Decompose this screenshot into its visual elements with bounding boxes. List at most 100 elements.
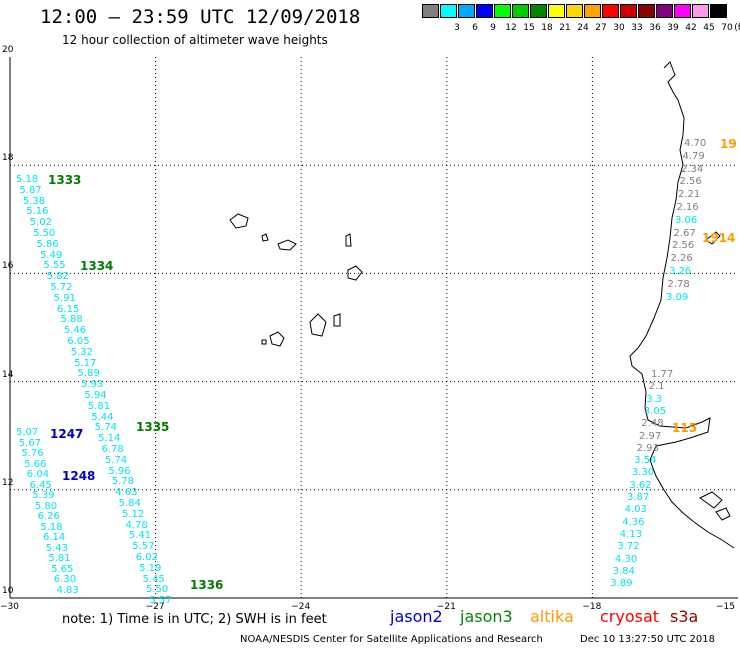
wave-height-value: 5.87 (19, 184, 42, 196)
pass-number-115: 115 (672, 421, 698, 435)
footer-note: note: 1) Time is in UTC; 2) SWH is in fe… (62, 612, 327, 627)
wave-height-value: 3.84 (612, 565, 635, 577)
wave-height-value: 3.30 (631, 467, 655, 479)
cape-verde-islands (229, 213, 363, 347)
x-tick-label: −27 (145, 602, 165, 612)
wave-height-value: 5.76 (21, 448, 44, 459)
wave-height-value: 5.38 (22, 195, 46, 207)
wave-height-value: 2.26 (670, 253, 693, 265)
map-subtitle: 12 hour collection of altimeter wave hei… (62, 33, 328, 47)
wave-height-value: 2.56 (679, 176, 702, 188)
legend-swatch (620, 4, 637, 18)
legend-label: 24 (577, 23, 589, 33)
y-tick-label: 18 (2, 153, 14, 164)
wave-height-value: 6.05 (67, 336, 90, 347)
wave-height-value: 5.50 (145, 584, 169, 596)
legend-label: 12 (505, 23, 517, 33)
wave-height-value: 5.39 (32, 490, 55, 501)
legend-label: 18 (541, 23, 553, 33)
wave-height-value: 4.78 (125, 519, 148, 531)
pass-number-1247: 1247 (50, 427, 84, 441)
wave-height-value: 5.46 (63, 325, 87, 337)
wave-height-value: 5.12 (122, 508, 145, 520)
satellite-jason3: jason3 (460, 607, 513, 626)
wave-height-value: 4.13 (619, 528, 643, 540)
wave-height-value: 5.82 (46, 271, 70, 283)
legend-swatch (602, 4, 619, 18)
wave-height-value: 3.3 (646, 393, 663, 405)
legend-label: 21 (559, 23, 571, 33)
wave-height-value: 6.30 (53, 574, 77, 585)
wave-height-value: 3.06 (675, 214, 698, 226)
wave-height-value: 5.49 (39, 249, 63, 261)
x-tick-label: −30 (0, 602, 19, 612)
satellite-s3a: s3a (670, 607, 699, 626)
satellite-jason2: jason2 (390, 607, 443, 626)
wave-height-value: 2.97 (639, 430, 662, 442)
legend-swatch (710, 4, 727, 18)
wave-height-value: 5.66 (24, 458, 47, 470)
wave-height-value: 3.26 (669, 266, 692, 277)
wave-height-value: 2.93 (636, 442, 659, 454)
legend-label: 42 (685, 23, 697, 33)
y-tick-label: 20 (2, 45, 14, 55)
wave-height-value: 5.86 (36, 238, 59, 250)
wave-height-value: 5.84 (118, 498, 141, 509)
pass-number-19: 19 (720, 137, 737, 151)
wave-height-value: 5.81 (48, 553, 71, 564)
wave-height-value: 5.81 (87, 400, 111, 412)
wave-height-value: 5.88 (60, 314, 83, 326)
pass-number-1334: 1334 (80, 259, 114, 273)
wave-height-value: 4.63 (115, 487, 138, 499)
wave-height-value: 2.16 (676, 202, 699, 213)
wave-height-value: 5.72 (50, 282, 73, 293)
wave-height-value: 5.18 (40, 521, 63, 533)
legend-swatch (458, 4, 475, 18)
legend-label: 27 (595, 23, 607, 33)
legend-swatch (548, 4, 565, 18)
wave-height-value: 5.17 (74, 357, 97, 369)
wave-height-value: 5.16 (26, 206, 49, 218)
legend-swatch (422, 4, 439, 18)
pass-number-1335: 1335 (136, 420, 170, 434)
wave-height-value: 2.1 (648, 381, 665, 393)
legend-label: 6 (472, 23, 478, 33)
wave-height-value: 3.54 (634, 455, 657, 467)
wave-height-value: 5.57 (149, 595, 172, 607)
wave-height-value: 5.57 (132, 541, 155, 553)
y-tick-label: 16 (2, 261, 14, 272)
legend-swatch (692, 4, 709, 18)
pass-number-1336: 1336 (190, 578, 224, 592)
wave-height-value: 5.93 (80, 379, 104, 391)
wave-height-value: 5.14 (98, 433, 121, 445)
legend-swatch (494, 4, 511, 18)
x-tick-label: −18 (582, 602, 602, 612)
wave-height-value: 6.78 (101, 444, 124, 455)
wave-height-value: 6.15 (57, 303, 80, 315)
wave-height-value: 2.56 (672, 240, 695, 252)
credit-line: NOAA/NESDIS Center for Satellite Applica… (240, 634, 543, 645)
wave-height-value: 4.83 (56, 584, 79, 596)
wave-height-value: 5.74 (104, 454, 128, 466)
wave-height-value: 2.67 (673, 227, 696, 239)
wave-height-value: 2.21 (678, 189, 701, 201)
x-tick-label: −24 (291, 602, 311, 612)
legend-swatch (566, 4, 583, 18)
legend-label: 33 (631, 23, 643, 33)
legend-unit: (ft) (734, 23, 740, 33)
satellite-altika: altika (530, 607, 574, 626)
pass-number-1248: 1248 (62, 469, 96, 483)
x-tick-label: −15 (716, 602, 735, 612)
wave-height-value: 5.55 (43, 260, 66, 272)
legend-label: 9 (490, 23, 496, 33)
wave-height-value: 5.32 (70, 346, 93, 358)
legend-label: 15 (523, 23, 535, 33)
wave-height-value: 6.04 (26, 469, 50, 480)
legend-label: 45 (703, 23, 715, 33)
y-tick-label: 12 (2, 477, 14, 488)
lat-lon-grid (9, 57, 738, 599)
y-tick-label: 10 (2, 586, 14, 596)
wave-height-value: 4.36 (622, 516, 645, 528)
legend-label: 30 (613, 23, 625, 33)
